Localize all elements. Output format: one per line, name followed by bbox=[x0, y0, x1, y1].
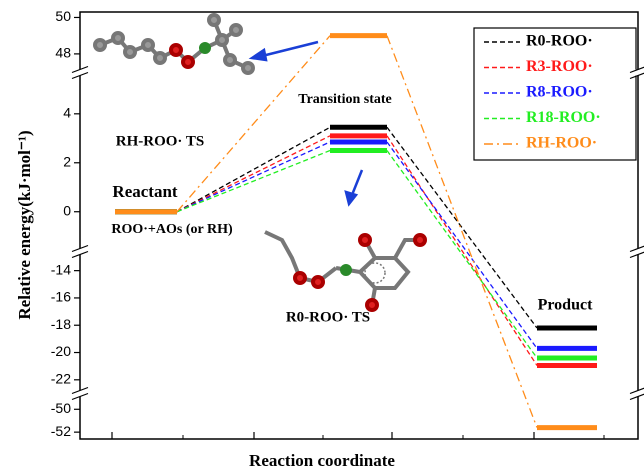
connector bbox=[177, 142, 330, 212]
molecule-rh-roo bbox=[95, 15, 253, 73]
connector bbox=[387, 151, 537, 358]
axis-break bbox=[72, 391, 88, 397]
y-tick-label: -18 bbox=[51, 316, 71, 332]
y-tick-label: -52 bbox=[51, 423, 71, 439]
y-tick-label: -16 bbox=[51, 289, 71, 305]
y-tick-label: -14 bbox=[51, 261, 71, 277]
connector bbox=[177, 36, 330, 212]
axis-break bbox=[72, 249, 88, 255]
connector bbox=[387, 136, 537, 366]
legend-label: RH-ROO· bbox=[526, 135, 597, 152]
annotation: Transition state bbox=[298, 92, 391, 107]
y-tick-label: 48 bbox=[55, 45, 71, 61]
y-tick-label: -20 bbox=[51, 343, 71, 359]
annotation: Reactant bbox=[112, 182, 177, 201]
arrows bbox=[252, 42, 362, 204]
annotation: R0-ROO· TS bbox=[286, 309, 370, 325]
connector bbox=[177, 151, 330, 212]
chart: Reaction coordinate Relative energy(kJ·m… bbox=[0, 0, 644, 472]
y-tick-label: 2 bbox=[63, 153, 71, 169]
y-axis-title: Relative energy(kJ·mol⁻¹) bbox=[15, 130, 34, 319]
annotation: ROO·+AOs (or RH) bbox=[111, 222, 233, 237]
y-tick-label: 0 bbox=[63, 202, 71, 218]
annotation: RH-ROO· TS bbox=[116, 133, 205, 149]
legend-label: R0-ROO· bbox=[526, 33, 593, 50]
legend-label: R3-ROO· bbox=[526, 58, 593, 75]
axis-break bbox=[72, 70, 88, 76]
y-tick-label: -22 bbox=[51, 371, 71, 387]
legend-label: R18-ROO· bbox=[526, 109, 601, 126]
connector bbox=[387, 142, 537, 348]
y-tick-label: 4 bbox=[63, 105, 71, 121]
y-tick-label: -50 bbox=[51, 400, 71, 416]
x-axis-title: Reaction coordinate bbox=[249, 451, 395, 470]
y-tick-label: 50 bbox=[55, 8, 71, 24]
annotation: Product bbox=[538, 297, 593, 314]
legend-label: R8-ROO· bbox=[526, 84, 593, 101]
molecule-r0-roo bbox=[265, 232, 425, 310]
